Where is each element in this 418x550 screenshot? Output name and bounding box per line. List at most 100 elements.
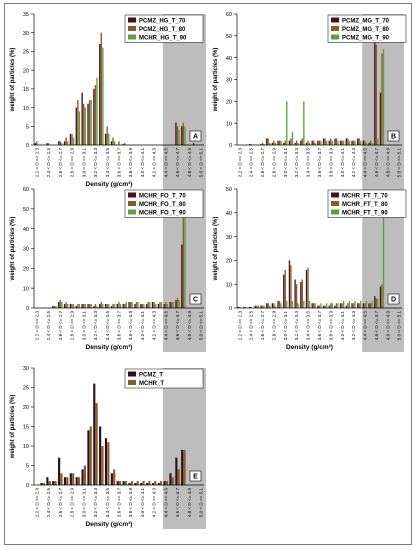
bar [374,40,376,146]
bar [274,142,277,145]
bar [83,465,86,485]
legend-swatch [331,34,339,40]
x-tick-label: 2.8 < D <= 2.9 [70,148,75,178]
bar [371,142,373,145]
bar [331,140,333,145]
x-tick-label: 2.8 < D <= 2.9 [271,311,276,341]
bar [330,303,332,308]
x-tick-label: 3.4 < D <= 3.5 [105,148,110,178]
bar [351,140,353,145]
bar [271,142,274,145]
bar [108,133,110,145]
bar [154,304,157,308]
bar [125,302,128,308]
bar [369,140,372,145]
x-tick-label: 4.0 < D <= 4.1 [140,148,145,178]
bar [382,203,385,308]
legend-swatch [128,26,136,31]
bar [118,141,120,145]
x-tick-label: 3.2 < D <= 3.3 [93,148,98,178]
bar [183,449,186,485]
bar [107,442,110,485]
x-tick-label: 4.0 < D <= 4.1 [140,311,145,341]
bar [239,306,241,308]
bar [328,305,330,308]
x-tick-label: 2.6 < D <= 2.7 [58,148,63,178]
bar [163,481,166,485]
bar [337,140,339,145]
bar [142,481,145,485]
bar [176,126,179,145]
bar [100,32,102,145]
bar [149,302,151,308]
bar [94,85,97,145]
y-axis-label: weight of particles (%) [10,48,16,113]
bar [273,303,275,308]
legend-swatch [128,371,136,377]
panel-letter: C [193,297,198,304]
bar [113,469,116,485]
bar [78,111,81,145]
bar [280,140,282,145]
bar [77,304,79,308]
bar [129,302,132,308]
y-tick-label: 30 [23,31,29,37]
bar [290,265,292,308]
bar [288,260,291,308]
bar [345,138,347,145]
legend-swatch [128,209,136,215]
x-tick-label: 3.6 < D <= 3.7 [117,148,122,178]
legend-label: PCMZ_HG_T_80 [139,27,186,33]
bar [267,303,269,308]
bar [81,469,84,485]
y-tick-label: 50 [226,187,232,193]
bar [153,302,155,308]
bar [106,304,108,308]
bar [65,302,67,308]
bar [320,140,322,145]
y-axis-label: weight of particles (%) [213,48,219,113]
y-tick-label: 40 [23,227,29,233]
y-tick-label: 30 [23,247,29,253]
legend-swatch [331,17,339,23]
bar [104,133,107,145]
legend-label: PCMZ_MG_T_80 [342,27,390,33]
x-tick-label: 4.4 < D <= 4.5 [363,148,368,178]
bar [305,142,308,145]
bar [99,426,102,485]
bar [100,302,102,308]
bar [77,477,81,485]
y-tick-label: 10 [226,282,232,288]
bar [87,103,89,145]
x-tick-label: 4.6 < D <= 4.7 [175,311,180,341]
bar [351,303,353,308]
x-tick-label: 3.4 < D <= 3.5 [306,148,311,178]
y-tick-label: 50 [226,34,232,40]
bar [325,303,328,308]
bar [99,304,101,308]
y-axis-label: weight of particles (%) [213,217,219,282]
x-tick-label: 3.2 < D <= 3.3 [294,311,299,341]
bar [102,304,104,308]
x-tick-label: 4.8 < D <= 4.9 [187,148,192,178]
bar [134,304,136,308]
bar [71,304,73,308]
panel-letter: E [193,474,198,481]
bar [294,279,296,308]
x-tick-label: 3.4 < D <= 3.5 [105,311,110,341]
bar [308,142,311,145]
legend-label: MCHR_FO_T_70 [139,193,186,199]
bar [362,140,365,145]
bar [118,302,120,308]
bar [341,303,343,308]
bar [135,302,138,308]
bar [291,300,294,308]
bar [290,138,292,145]
x-axis-label: Density (g/cm³) [86,521,133,528]
bar [178,130,180,145]
legend-swatch [331,192,339,198]
bar [99,43,101,145]
bar [331,303,333,308]
x-tick-label: 3.8 < D <= 3.9 [328,311,333,341]
bar [368,142,370,145]
